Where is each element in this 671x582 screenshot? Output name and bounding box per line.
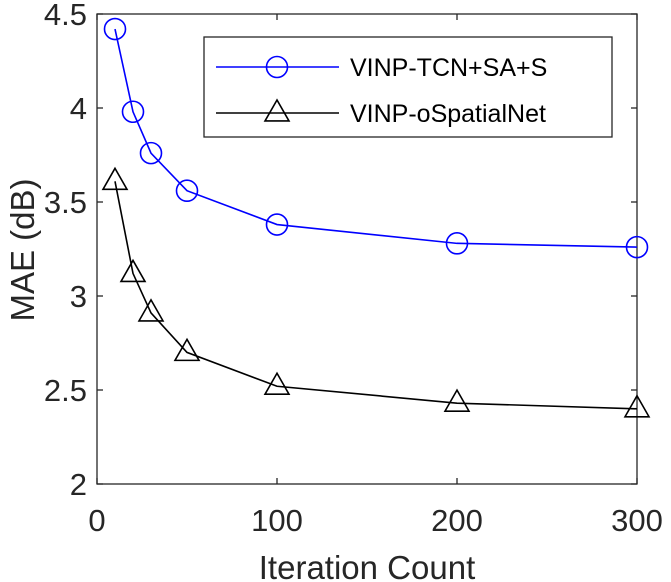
- x-axis: 0 100 200 300: [88, 14, 663, 538]
- y-tick-label: 2.5: [44, 373, 87, 408]
- series-line: [114, 181, 638, 410]
- series-1: [103, 17, 649, 259]
- data-point: [625, 235, 649, 259]
- legend-item-2: VINP-oSpatialNet: [216, 98, 546, 128]
- legend-item-1: VINP-TCN+SA+S: [216, 54, 547, 82]
- y-tick-label: 2: [70, 467, 87, 502]
- data-point: [121, 100, 145, 124]
- series-2: [101, 166, 651, 418]
- y-tick-label: 3: [70, 279, 87, 314]
- y-tick-label: 3.5: [44, 185, 87, 220]
- legend-circle-marker: [265, 55, 289, 79]
- series-line: [114, 28, 638, 248]
- legend-label: VINP-oSpatialNet: [350, 100, 546, 128]
- x-axis-title: Iteration Count: [259, 549, 475, 582]
- x-tick-label: 300: [611, 503, 663, 538]
- data-point: [623, 394, 651, 418]
- data-point: [445, 232, 469, 255]
- x-tick-label: 0: [88, 503, 105, 538]
- data-point: [103, 17, 127, 41]
- x-tick-label: 200: [431, 503, 483, 538]
- data-point: [119, 258, 147, 283]
- data-point: [173, 337, 201, 362]
- y-tick-label: 4: [70, 91, 87, 126]
- x-tick-label: 100: [251, 503, 303, 538]
- series-layer: [101, 17, 651, 418]
- y-axis-title: MAE (dB): [4, 178, 41, 321]
- legend: VINP-TCN+SA+S VINP-oSpatialNet: [203, 36, 613, 138]
- legend-triangle-marker: [263, 98, 291, 122]
- data-point: [443, 388, 471, 412]
- y-axis: 2 2.5 3 3.5 4 4.5: [44, 0, 637, 502]
- data-point: [263, 371, 291, 396]
- data-point: [265, 213, 289, 236]
- data-point: [101, 166, 129, 191]
- data-point: [175, 179, 199, 203]
- data-point: [137, 298, 165, 322]
- y-tick-label: 4.5: [44, 0, 87, 32]
- data-point: [139, 141, 163, 165]
- legend-label: VINP-TCN+SA+S: [350, 54, 547, 82]
